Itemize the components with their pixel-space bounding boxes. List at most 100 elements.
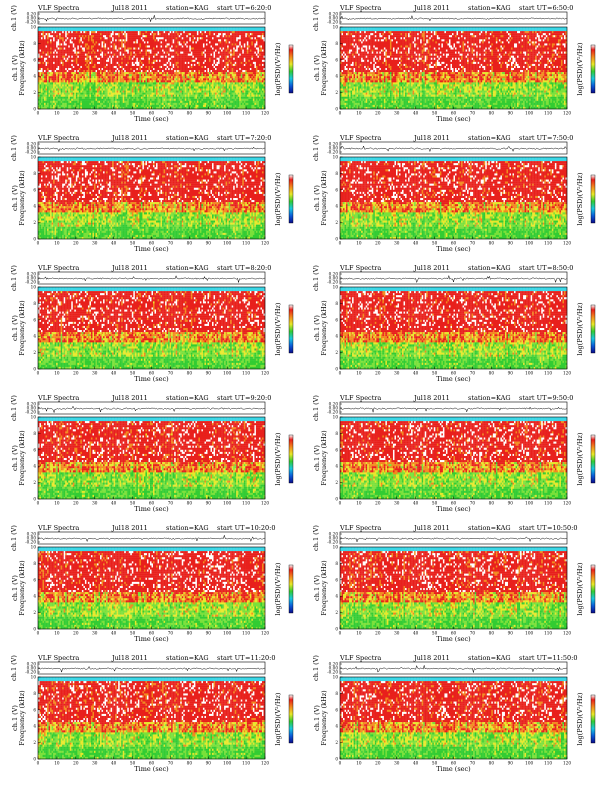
spectrogram-panel: VLF Spectra Jul18 2011 station=KAG start UT… [306,524,606,655]
x-axis-label: Time (sec) [134,635,169,643]
waveform-ylabel: ch.1 (V) [312,395,320,421]
y-tick-label: 6 [335,447,338,452]
x-axis-label: Time (sec) [436,505,471,513]
y-tick-label: 6 [335,57,338,62]
header-vlf-label: VLF Spectra [339,394,381,402]
spec-ylabel: Frequency (kHz) [18,300,26,356]
y-tick-label: 10 [31,545,37,550]
y-tick-label: 2 [33,350,36,355]
x-tick-label: 40 [111,241,117,246]
y-tick-label: 6 [33,57,36,62]
colorbar [591,175,595,223]
x-tick-label: 110 [242,761,250,766]
spectrogram-image [340,677,567,759]
x-tick-label: 110 [242,111,250,116]
x-tick-label: 0 [339,631,342,636]
x-tick-label: 20 [73,371,79,376]
x-tick-label: 40 [413,371,419,376]
x-tick-label: 30 [394,111,400,116]
spec-ylabel: Frequency (kHz) [320,560,328,616]
waveform-ylabel: ch.1 (V) [10,395,18,421]
x-tick-label: 110 [544,501,552,506]
x-tick-label: 10 [54,111,60,116]
x-tick-label: 80 [187,501,193,506]
x-tick-label: 110 [544,241,552,246]
x-tick-label: 10 [356,631,362,636]
x-tick-label: 100 [223,111,231,116]
header-date: Jul18 2011 [413,524,450,532]
y-tick-label: 4 [335,464,338,469]
x-tick-label: 120 [563,631,571,636]
x-tick-label: 0 [339,501,342,506]
x-tick-label: 20 [73,631,79,636]
x-tick-label: 10 [54,241,60,246]
spectrogram-panel: VLF Spectra Jul18 2011 station=KAG start UT… [306,394,606,525]
x-tick-label: 10 [356,111,362,116]
x-tick-label: 120 [261,501,269,506]
spectrogram-panel: VLF Spectra Jul18 2011 station=KAG start UT… [4,654,304,785]
header-date: Jul18 2011 [413,134,450,142]
x-tick-label: 30 [92,111,98,116]
header-date: Jul18 2011 [111,4,148,12]
colorbar [289,435,293,483]
y-tick-label: 2 [335,90,338,95]
header-start-ut: start UT [519,524,547,532]
x-axis-label: Time (sec) [436,115,471,123]
y-tick-label: 2 [33,90,36,95]
y-tick-label: 4 [33,464,36,469]
x-tick-label: 0 [37,761,40,766]
header-ut-value: =7:50:0 [547,134,573,142]
x-tick-label: 110 [242,241,250,246]
y-tick-label: 2 [335,610,338,615]
waveform-frame [38,142,265,154]
spec-ylabel: Frequency (kHz) [320,40,328,96]
header-vlf-label: VLF Spectra [37,394,79,402]
x-tick-label: 100 [525,371,533,376]
header-vlf-label: VLF Spectra [37,134,79,142]
x-tick-label: 30 [92,631,98,636]
spectrogram-image [340,417,567,499]
x-tick-label: 80 [489,631,495,636]
y-tick-label: 10 [31,155,37,160]
x-tick-label: 110 [242,371,250,376]
y-tick-label: 8 [33,301,36,306]
colorbar-label: log(PSD)(V²/Hz) [576,692,584,745]
colorbar-label: log(PSD)(V²/Hz) [274,172,282,225]
colorbar [591,435,595,483]
y-tick-label: 6 [335,707,338,712]
header-vlf-label: VLF Spectra [37,264,79,272]
x-tick-label: 90 [508,631,514,636]
spectrogram-image [340,27,567,109]
x-tick-label: 20 [73,111,79,116]
header-vlf-label: VLF Spectra [339,134,381,142]
header-station: station=KAG [166,524,209,532]
header-station: station=KAG [166,264,209,272]
header-date: Jul18 2011 [111,394,148,402]
panel-svg: VLF Spectra Jul18 2011 station=KAG start UT… [306,654,606,785]
spectrogram-panel: VLF Spectra Jul18 2011 station=KAG start UT… [4,4,304,135]
x-axis-label: Time (sec) [436,765,471,773]
header-station: station=KAG [166,654,209,662]
header-ut-value: =6:20:0 [245,4,271,12]
header-vlf-label: VLF Spectra [37,654,79,662]
header-date: Jul18 2011 [111,524,148,532]
panel-svg: VLF Spectra Jul18 2011 station=KAG start UT… [306,134,606,265]
header-ut-value: =11:50:0 [547,654,578,662]
spec-ylabel: Frequency (kHz) [18,430,26,486]
y-tick-label: 2 [335,220,338,225]
panel-svg: VLF Spectra Jul18 2011 station=KAG start UT… [306,4,606,135]
x-tick-label: 120 [563,371,571,376]
x-tick-label: 10 [54,371,60,376]
panel-svg: VLF Spectra Jul18 2011 station=KAG start UT… [306,394,606,525]
x-tick-label: 120 [563,501,571,506]
waveform-ylabel: ch.1 (V) [312,265,320,291]
spectrogram-panel: VLF Spectra Jul18 2011 station=KAG start UT… [4,394,304,525]
header-ut-value: =10:50:0 [547,524,578,532]
y-tick-label: 6 [33,577,36,582]
panel-svg: VLF Spectra Jul18 2011 station=KAG start UT… [306,524,606,655]
spec-ylabel: Frequency (kHz) [320,300,328,356]
header-start-ut: start UT [217,4,245,12]
header-date: Jul18 2011 [111,264,148,272]
y-tick-label: 10 [333,415,339,420]
spectrogram-image [38,547,265,629]
